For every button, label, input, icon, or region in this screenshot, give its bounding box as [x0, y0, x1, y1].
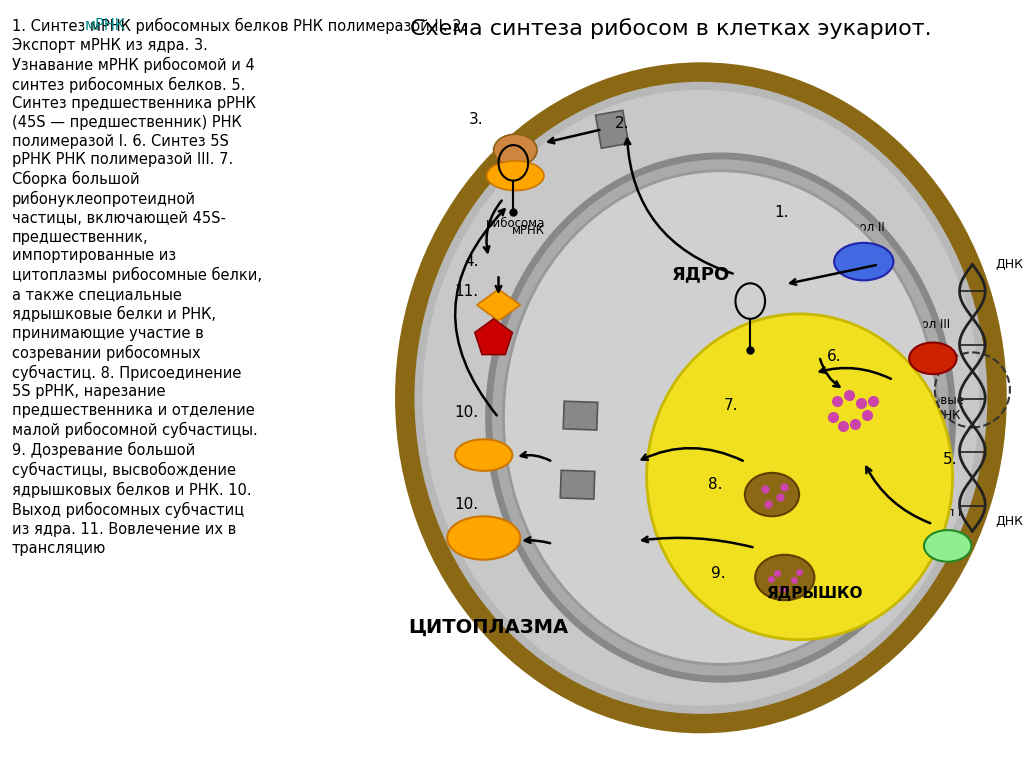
Text: ДНК: ДНК [995, 515, 1023, 528]
FancyBboxPatch shape [596, 111, 629, 148]
Text: мРНК: мРНК [84, 18, 125, 33]
Text: рибосома: рибосома [485, 217, 545, 230]
Ellipse shape [909, 343, 956, 374]
Text: ЯДРЫШКО: ЯДРЫШКО [766, 586, 862, 601]
Text: большая
субчастица: большая субчастица [541, 524, 612, 552]
Ellipse shape [488, 156, 952, 679]
Text: ЦИТОПЛАЗМА: ЦИТОПЛАЗМА [409, 617, 568, 637]
Text: ДНК: ДНК [995, 258, 1023, 271]
Text: мРНК: мРНК [743, 360, 776, 373]
Text: мРНК: мРНК [512, 224, 545, 237]
Ellipse shape [486, 161, 544, 190]
Text: 7.: 7. [723, 399, 737, 413]
Ellipse shape [835, 243, 893, 280]
Text: 9.: 9. [712, 566, 726, 581]
Ellipse shape [447, 516, 520, 560]
Polygon shape [477, 290, 520, 321]
FancyBboxPatch shape [563, 401, 598, 430]
Text: РНК пол II: РНК пол II [823, 221, 885, 234]
Text: малая
субчастица: малая субчастица [536, 433, 606, 462]
Text: РНК пол I: РНК пол I [904, 506, 962, 519]
Text: 11.: 11. [454, 283, 478, 299]
Text: 2.: 2. [614, 116, 629, 131]
Ellipse shape [455, 439, 512, 471]
Ellipse shape [646, 314, 952, 640]
Text: 4.: 4. [465, 254, 479, 269]
Ellipse shape [924, 530, 972, 561]
Text: 45S: 45S [833, 369, 856, 382]
Text: ядрышковые
белки и РНК: ядрышковые белки и РНК [884, 394, 965, 422]
Text: 5.: 5. [942, 452, 956, 466]
Ellipse shape [755, 554, 814, 601]
FancyBboxPatch shape [560, 470, 595, 499]
Text: рибосомные
белки: рибосомные белки [536, 295, 612, 323]
Text: ЯДРО: ЯДРО [672, 266, 730, 283]
Text: 5S: 5S [784, 340, 799, 353]
Text: 3.: 3. [469, 112, 483, 127]
Ellipse shape [404, 72, 997, 723]
Text: 8.: 8. [709, 477, 723, 492]
Text: 10.: 10. [454, 406, 478, 420]
Ellipse shape [494, 134, 537, 166]
Text: 6.: 6. [826, 349, 842, 364]
Ellipse shape [504, 170, 938, 664]
Text: Схема синтеза рибосом в клетках эукариот.: Схема синтеза рибосом в клетках эукариот… [411, 18, 932, 38]
Ellipse shape [423, 90, 979, 706]
Ellipse shape [744, 473, 799, 516]
Text: 1. Синтез мРНК рибосомных белков РНК полимеразой II. 2.
Экспорт мРНК из ядра. 3.: 1. Синтез мРНК рибосомных белков РНК пол… [12, 18, 466, 556]
Text: 10.: 10. [454, 497, 478, 512]
Text: РНК пол III: РНК пол III [886, 318, 950, 331]
Text: 1.: 1. [774, 205, 790, 220]
Polygon shape [475, 319, 512, 355]
